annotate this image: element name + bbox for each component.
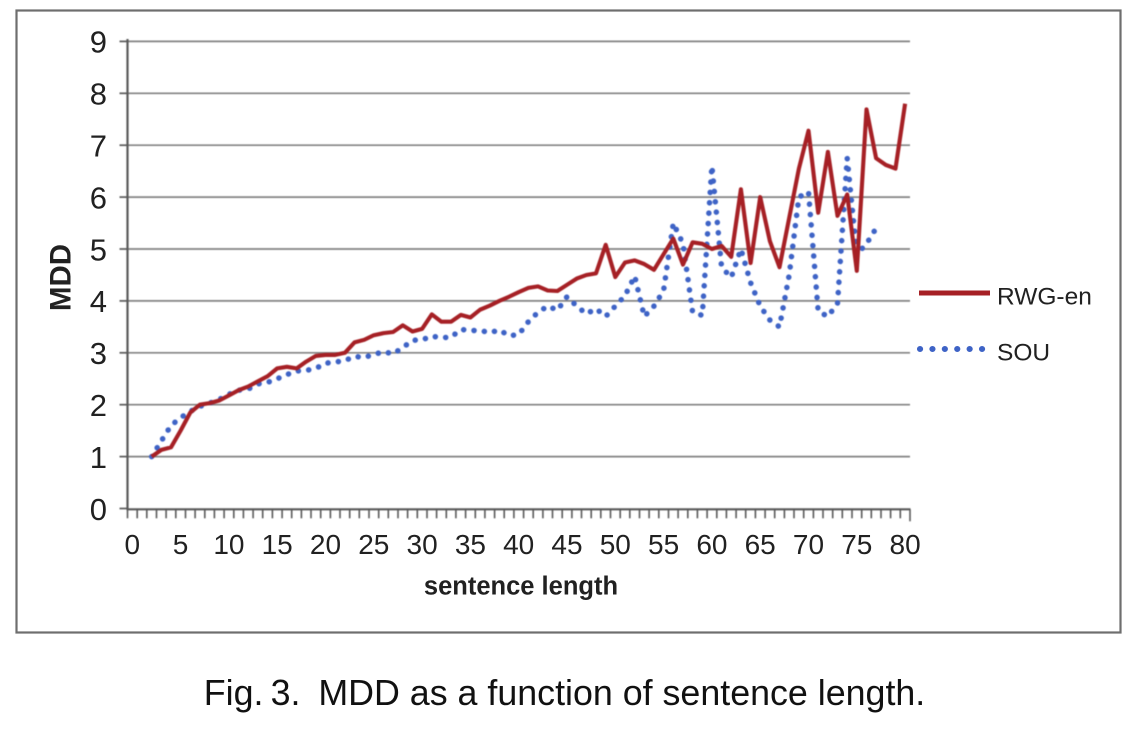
svg-text:7: 7 [90, 129, 107, 164]
svg-text:20: 20 [310, 529, 341, 560]
svg-text:sentence length: sentence length [424, 573, 618, 601]
svg-text:1: 1 [90, 440, 107, 475]
svg-text:75: 75 [841, 529, 872, 560]
svg-text:3: 3 [90, 336, 107, 371]
svg-text:35: 35 [455, 529, 486, 560]
svg-text:2: 2 [90, 388, 107, 423]
svg-text:40: 40 [503, 529, 534, 560]
svg-text:9: 9 [90, 25, 107, 60]
svg-text:60: 60 [696, 529, 727, 560]
svg-text:15: 15 [262, 529, 293, 560]
svg-text:25: 25 [358, 529, 389, 560]
svg-text:6: 6 [90, 180, 107, 215]
svg-text:0: 0 [90, 492, 107, 527]
svg-text:80: 80 [890, 529, 921, 560]
svg-text:SOU: SOU [997, 340, 1050, 367]
svg-text:30: 30 [407, 529, 438, 560]
svg-text:5: 5 [90, 232, 107, 267]
svg-text:10: 10 [213, 529, 244, 560]
svg-text:RWG-en: RWG-en [997, 284, 1092, 311]
svg-text:55: 55 [648, 529, 679, 560]
svg-text:50: 50 [600, 529, 631, 560]
svg-text:8: 8 [90, 77, 107, 112]
svg-text:65: 65 [745, 529, 776, 560]
svg-text:70: 70 [793, 529, 824, 560]
svg-text:4: 4 [90, 284, 107, 319]
svg-text:0: 0 [125, 529, 141, 560]
svg-text:5: 5 [173, 529, 189, 560]
svg-text:MDD: MDD [45, 244, 78, 311]
svg-text:45: 45 [551, 529, 582, 560]
